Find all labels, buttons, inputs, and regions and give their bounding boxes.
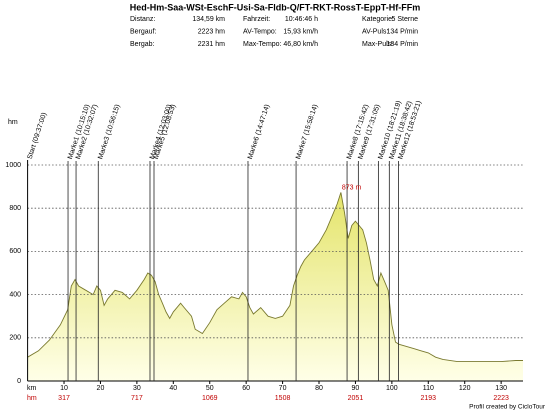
- stat-value: 15,93 km/h: [283, 28, 318, 35]
- stat-value: 134,59 km: [192, 16, 225, 23]
- climb-label: 2223: [493, 395, 509, 402]
- x-tick-label: 30: [133, 385, 141, 392]
- stat-value: 10:46:46 h: [285, 16, 318, 23]
- climb-label: 1069: [202, 395, 218, 402]
- stat-label: Max-Tempo:: [243, 41, 282, 48]
- climb-unit: hm: [27, 395, 37, 402]
- climb-label: 1508: [275, 395, 291, 402]
- profile-fill: [27, 192, 523, 381]
- profile-line: [27, 192, 523, 363]
- x-tick-label: 10: [60, 385, 68, 392]
- stat-label: AV-Puls:: [362, 28, 388, 35]
- x-tick-label: 60: [242, 385, 250, 392]
- stat-value: 46,80 km/h: [283, 41, 318, 48]
- y-tick-label: 800: [9, 205, 21, 212]
- x-tick-label: 100: [386, 385, 398, 392]
- stat-label: Max-Puls:: [362, 41, 393, 48]
- stat-value: 5 Sterne: [392, 16, 419, 23]
- x-tick-label: 110: [423, 385, 434, 392]
- peak-label: 873 m: [342, 184, 362, 191]
- y-tick-label: 400: [9, 291, 21, 298]
- y-unit: hm: [8, 119, 18, 126]
- stat-value: 2231 hm: [198, 41, 225, 48]
- x-tick-label: 90: [352, 385, 360, 392]
- x-tick-label: 120: [459, 385, 471, 392]
- chart-title: Hed-Hm-Saa-WSt-EschF-Usi-Sa-Fldb-Q/FT-RK…: [130, 2, 421, 12]
- stat-value: 184 P/min: [386, 41, 418, 48]
- y-tick-label: 1000: [5, 162, 21, 169]
- x-tick-label: 130: [495, 385, 507, 392]
- stat-value: 2223 hm: [198, 28, 225, 35]
- x-tick-label: 20: [97, 385, 105, 392]
- y-tick-label: 200: [9, 335, 21, 342]
- y-tick-label: 600: [9, 248, 21, 255]
- stat-label: Fahrzeit:: [243, 16, 270, 23]
- x-tick-label: 70: [279, 385, 287, 392]
- x-unit: km: [27, 385, 37, 392]
- stat-value: 134 P/min: [386, 28, 418, 35]
- stat-label: Bergab:: [130, 41, 155, 48]
- stat-label: AV-Tempo:: [243, 28, 277, 35]
- marker-label: Marke7 (15:58:14): [295, 104, 319, 161]
- x-tick-label: 50: [206, 385, 214, 392]
- stat-label: Distanz:: [130, 16, 155, 23]
- marker-label: Marke3 (10:56:15): [97, 104, 121, 161]
- x-tick-label: 80: [315, 385, 323, 392]
- stat-label: Bergauf:: [130, 28, 157, 35]
- x-tick-label: 40: [169, 385, 177, 392]
- footer: Profil created by CicloTour: [469, 404, 546, 411]
- marker-label: Start (09:37:00): [27, 112, 49, 160]
- climb-label: 717: [131, 395, 143, 402]
- y-tick-label: 0: [17, 378, 21, 385]
- climb-label: 2051: [348, 395, 364, 402]
- stat-label: Kategorie:: [362, 16, 394, 23]
- climb-label: 2193: [421, 395, 437, 402]
- marker-label: Marke6 (14:47:14): [247, 104, 271, 161]
- climb-label: 317: [58, 395, 70, 402]
